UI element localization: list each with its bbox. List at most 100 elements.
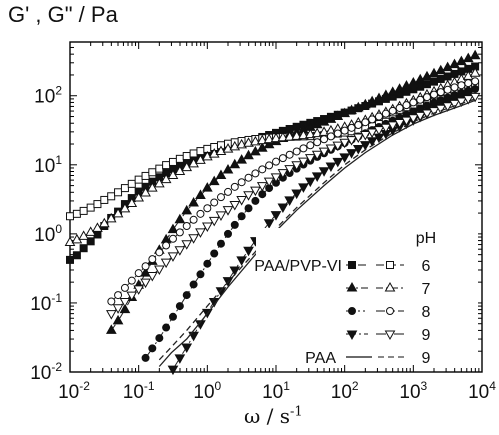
y-tick-label: 10-1 <box>30 291 62 315</box>
data-point <box>189 280 198 289</box>
data-point <box>332 141 344 152</box>
data-point <box>195 189 206 199</box>
data-point <box>450 69 459 78</box>
data-point <box>155 248 164 257</box>
data-point <box>464 79 473 88</box>
data-point <box>387 86 399 96</box>
legend-marker <box>384 330 396 341</box>
data-point <box>119 297 131 308</box>
data-point <box>401 80 412 90</box>
data-point <box>168 234 177 243</box>
series-line <box>158 99 476 367</box>
data-point <box>284 131 295 141</box>
x-tick-label: 10-1 <box>123 379 155 403</box>
data-point <box>208 175 220 186</box>
data-point <box>380 89 392 99</box>
legend-marker <box>346 330 358 341</box>
legend-ph-value: 9 <box>422 327 431 344</box>
x-tick-label: 103 <box>399 379 427 403</box>
x-tick-label: 102 <box>331 379 359 403</box>
data-point <box>168 157 177 166</box>
data-point <box>270 211 282 221</box>
data-point <box>333 129 342 138</box>
data-point <box>407 76 419 87</box>
legend-marker <box>386 307 394 315</box>
data-point <box>340 126 349 135</box>
data-point <box>120 184 129 193</box>
data-point <box>325 144 337 155</box>
data-point <box>243 191 254 201</box>
data-point <box>86 203 95 212</box>
data-point <box>456 97 467 107</box>
data-point <box>471 77 480 86</box>
data-point <box>346 149 357 159</box>
data-point <box>374 112 383 121</box>
data-point <box>256 182 268 192</box>
data-point <box>258 165 267 174</box>
data-point <box>105 324 117 334</box>
data-point <box>416 82 425 91</box>
data-point <box>318 147 330 158</box>
y-tick-label: 10-2 <box>30 360 62 384</box>
data-point <box>229 201 241 211</box>
data-point <box>92 222 103 232</box>
data-point <box>442 61 454 72</box>
data-point <box>311 172 323 182</box>
x-tick-label: 101 <box>262 379 290 403</box>
data-point <box>215 169 227 180</box>
data-point <box>201 150 213 161</box>
data-point <box>112 304 124 314</box>
data-point <box>311 150 323 161</box>
data-point <box>107 297 116 306</box>
data-point <box>256 134 268 145</box>
data-point <box>167 223 179 234</box>
data-point <box>318 167 330 177</box>
data-point <box>114 291 123 300</box>
data-point <box>148 168 157 177</box>
data-point <box>414 111 426 122</box>
data-point <box>107 192 116 201</box>
data-point <box>272 157 280 166</box>
data-point <box>182 222 191 231</box>
data-point <box>175 154 184 163</box>
data-point <box>230 220 239 229</box>
data-point <box>162 161 171 170</box>
data-point <box>381 109 390 118</box>
data-point <box>332 157 344 168</box>
data-point <box>66 255 74 264</box>
data-point <box>304 154 316 164</box>
data-point <box>251 169 260 178</box>
legend-ph-value: 7 <box>422 281 431 298</box>
data-point <box>140 187 151 197</box>
x-tick-label: 10-2 <box>58 379 90 403</box>
data-point <box>126 197 138 208</box>
data-point <box>98 217 110 228</box>
data-point <box>188 196 199 207</box>
data-point <box>168 312 177 321</box>
data-point <box>133 192 145 202</box>
legend-ph-value: 9 <box>422 350 431 367</box>
data-point <box>313 138 322 147</box>
legend-label-complex: PAA/PVP-VI <box>254 258 342 275</box>
data-point <box>394 118 405 129</box>
data-point <box>339 153 351 163</box>
data-point <box>298 129 309 140</box>
legend-header: pH <box>416 230 436 247</box>
data-point <box>126 291 138 302</box>
data-point <box>366 95 378 106</box>
data-point <box>236 196 248 206</box>
data-point <box>435 104 447 115</box>
data-point <box>421 109 433 119</box>
data-point <box>251 196 260 205</box>
data-point <box>140 278 151 289</box>
data-point <box>119 202 131 213</box>
data-point <box>64 236 76 247</box>
data-point <box>416 95 425 104</box>
legend-ph-value: 8 <box>422 304 431 321</box>
data-point <box>181 343 193 354</box>
data-point <box>368 115 377 124</box>
y-tick-label: 102 <box>34 84 62 108</box>
x-tick-label: 100 <box>193 379 221 403</box>
data-point <box>270 132 282 143</box>
data-point <box>285 150 294 159</box>
